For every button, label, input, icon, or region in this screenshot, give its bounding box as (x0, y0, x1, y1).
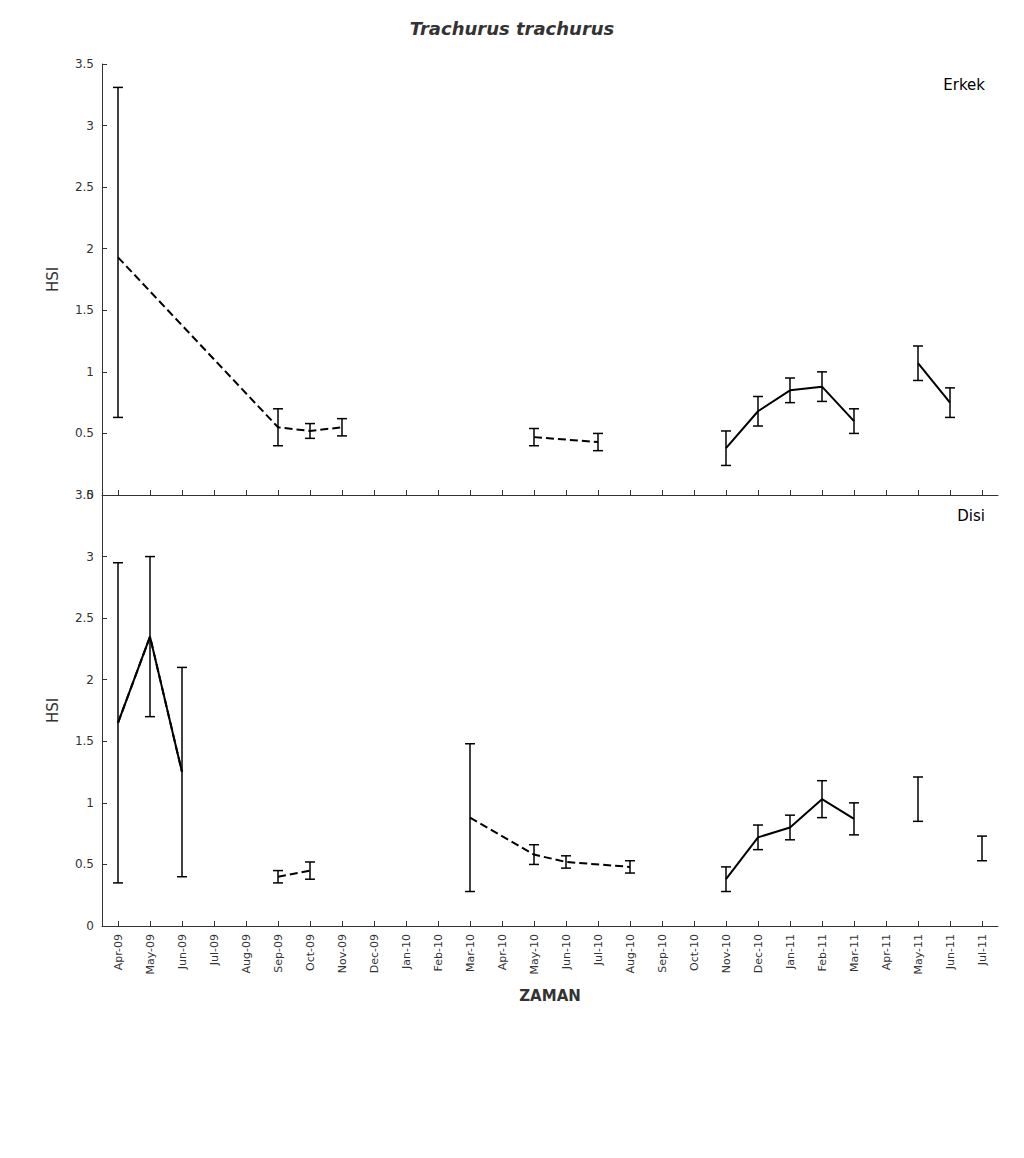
svg-text:Sep-09: Sep-09 (272, 934, 285, 973)
svg-text:Jun-11: Jun-11 (944, 934, 957, 970)
svg-text:Erkek: Erkek (943, 76, 985, 94)
svg-text:Oct-10: Oct-10 (688, 934, 701, 971)
svg-text:Nov-09: Nov-09 (336, 934, 349, 973)
svg-text:Apr-09: Apr-09 (112, 934, 125, 970)
svg-text:Feb-11: Feb-11 (816, 934, 829, 971)
svg-text:Sep-10: Sep-10 (656, 934, 669, 973)
svg-text:Jul-10: Jul-10 (592, 934, 605, 966)
svg-text:1: 1 (86, 796, 94, 810)
svg-text:Jul-11: Jul-11 (976, 934, 989, 966)
svg-text:May-09: May-09 (144, 934, 157, 975)
svg-text:ZAMAN: ZAMAN (519, 987, 581, 1005)
svg-text:2: 2 (86, 242, 94, 256)
svg-text:3.5: 3.5 (75, 488, 94, 502)
svg-text:Disi: Disi (957, 507, 985, 525)
svg-text:3: 3 (86, 119, 94, 133)
svg-text:Aug-10: Aug-10 (624, 934, 637, 973)
svg-text:1.5: 1.5 (75, 734, 94, 748)
svg-text:Feb-10: Feb-10 (432, 934, 445, 971)
svg-text:Nov-10: Nov-10 (720, 934, 733, 973)
svg-text:HSI: HSI (44, 267, 62, 292)
svg-text:3.5: 3.5 (75, 57, 94, 71)
svg-text:Jul-09: Jul-09 (208, 934, 221, 966)
svg-text:Mar-11: Mar-11 (848, 934, 861, 972)
svg-text:3: 3 (86, 550, 94, 564)
svg-text:HSI: HSI (44, 698, 62, 723)
svg-text:Jan-11: Jan-11 (784, 934, 797, 970)
svg-text:0: 0 (86, 919, 94, 933)
svg-text:Aug-09: Aug-09 (240, 934, 253, 973)
svg-text:Jun-09: Jun-09 (176, 934, 189, 970)
svg-text:2.5: 2.5 (75, 180, 94, 194)
svg-text:Apr-11: Apr-11 (880, 934, 893, 970)
svg-text:2: 2 (86, 673, 94, 687)
svg-text:Dec-09: Dec-09 (368, 934, 381, 973)
svg-text:Trachurus trachurus: Trachurus trachurus (410, 18, 615, 39)
svg-text:0.5: 0.5 (75, 857, 94, 871)
svg-text:1.5: 1.5 (75, 303, 94, 317)
svg-text:Mar-10: Mar-10 (464, 934, 477, 972)
svg-text:1: 1 (86, 365, 94, 379)
svg-text:May-10: May-10 (528, 934, 541, 975)
svg-text:May-11: May-11 (912, 934, 925, 975)
svg-text:Jun-10: Jun-10 (560, 934, 573, 970)
svg-text:2.5: 2.5 (75, 611, 94, 625)
svg-text:Jan-10: Jan-10 (400, 934, 413, 970)
svg-text:Oct-09: Oct-09 (304, 934, 317, 971)
svg-text:Dec-10: Dec-10 (752, 934, 765, 973)
svg-text:Apr-10: Apr-10 (496, 934, 509, 970)
svg-text:0.5: 0.5 (75, 426, 94, 440)
